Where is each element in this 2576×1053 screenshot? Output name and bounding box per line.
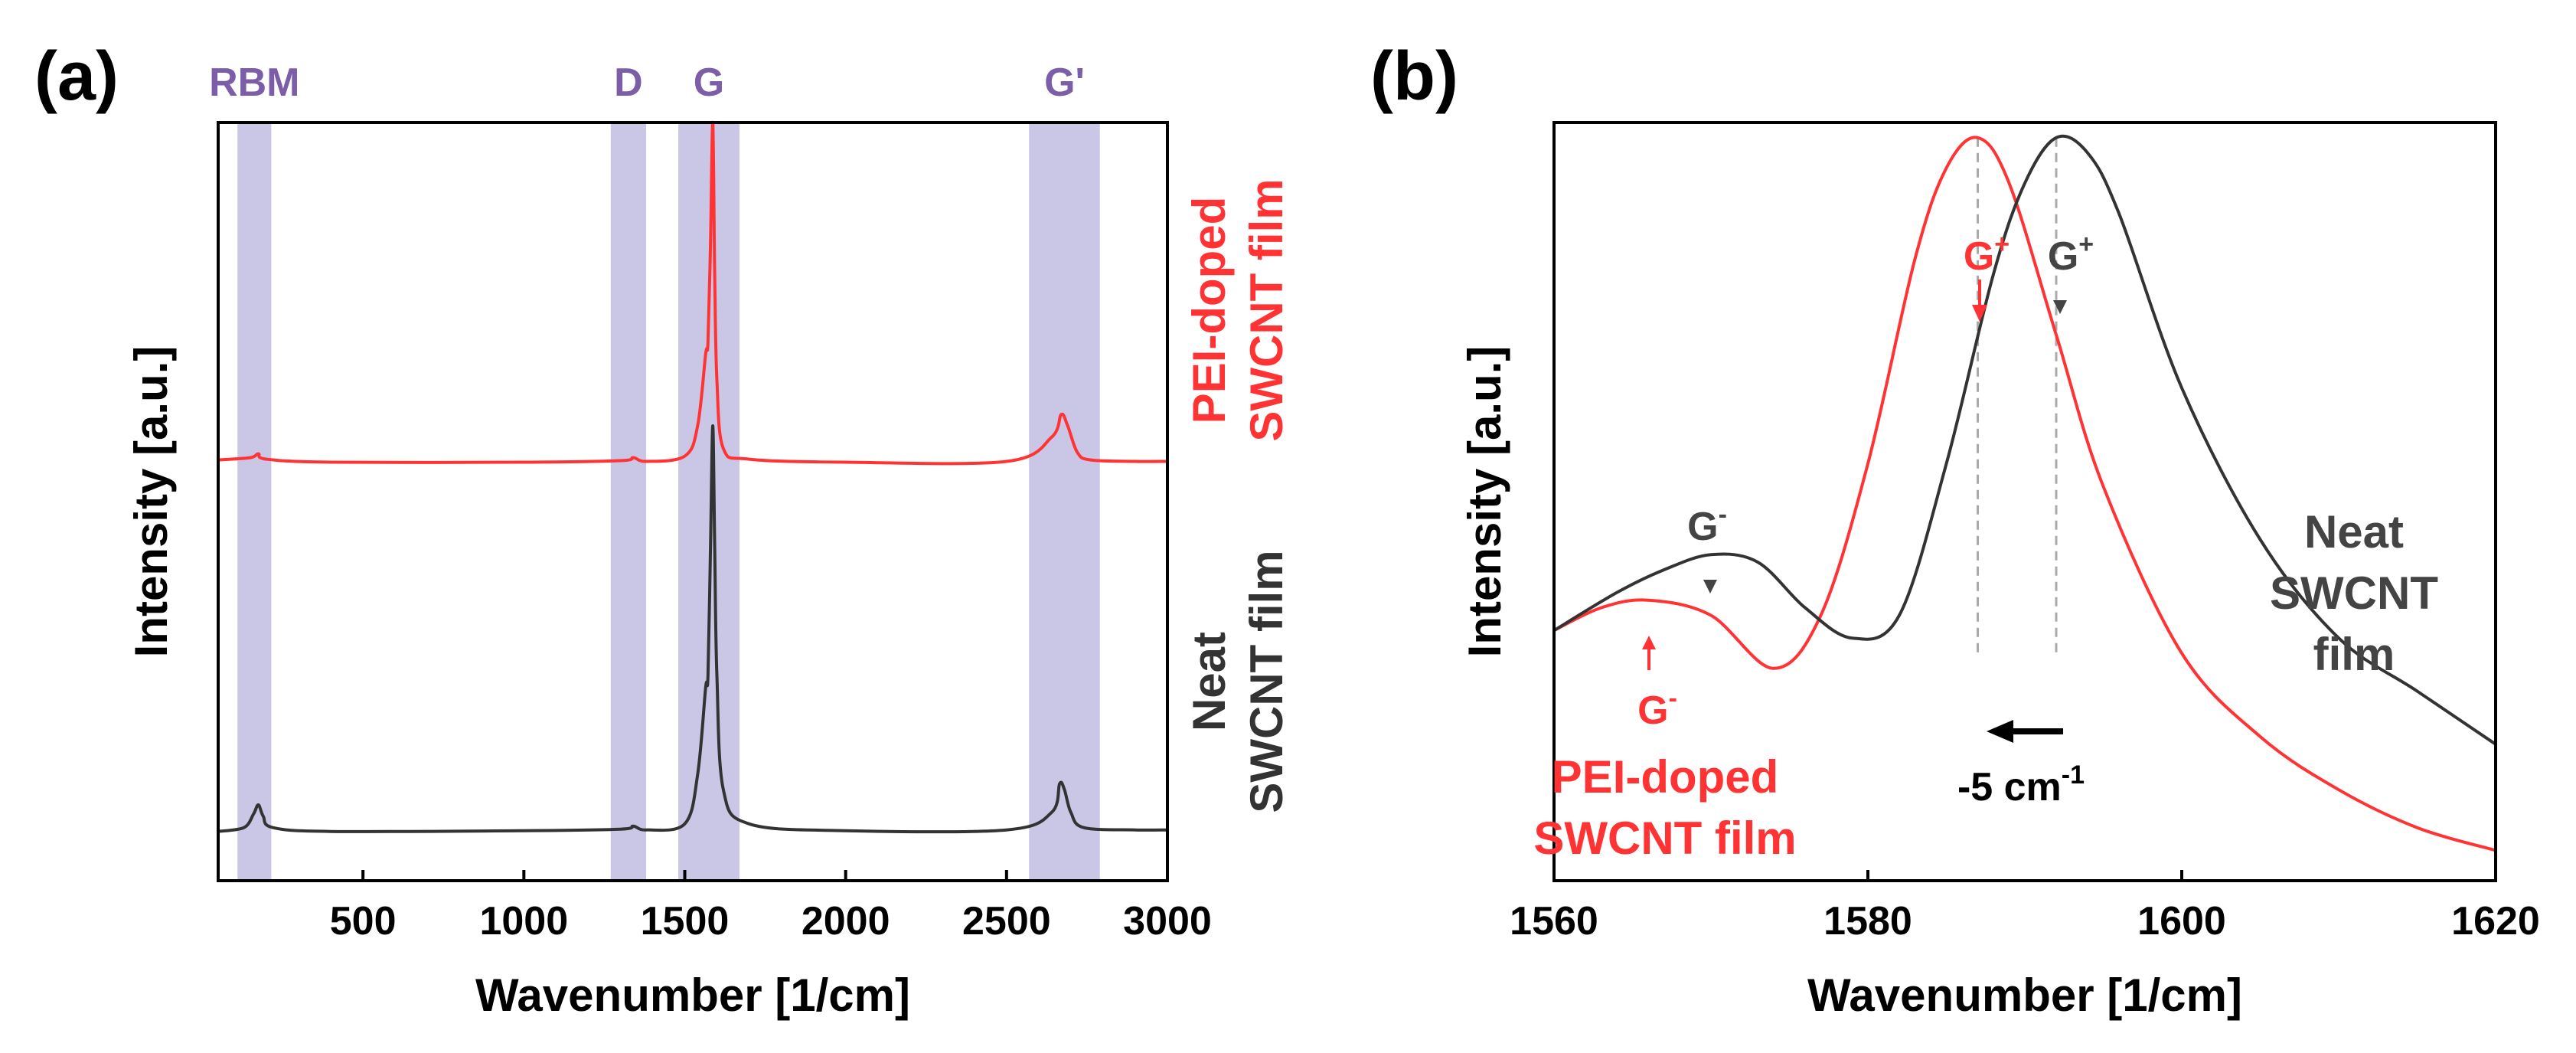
- g-minus-label-black: G-: [1687, 500, 1727, 549]
- g-minus-black-marker: [1703, 580, 1717, 594]
- panel-b-label: (b): [1370, 38, 1458, 115]
- g-plus-label-red: G+: [1964, 230, 2010, 279]
- g-plus-red-arrow-head: [1972, 305, 1987, 322]
- x-tick-label-b-1: 1580: [1823, 899, 1912, 943]
- series-label-red-a-line2: SWCNT film: [1241, 178, 1292, 441]
- panel-b: (b) 1560 1580 1600 1620 Wavenumber [1/cm] I…: [1370, 38, 2540, 1021]
- g-minus-red-sup: -: [1669, 684, 1677, 713]
- g-plus-label-black: G+: [2048, 230, 2094, 279]
- g-plus-red-base: G: [1964, 234, 1994, 279]
- shift-label-sup: -1: [2062, 760, 2085, 790]
- series-label-red-b-line2: SWCNT film: [1533, 813, 1796, 864]
- plot-frame-a: [217, 121, 1169, 882]
- bands-a: [237, 123, 1100, 881]
- g-minus-red-base: G: [1637, 688, 1668, 733]
- band-label-a-1: D: [614, 60, 643, 105]
- panel-a-label: (a): [34, 38, 119, 115]
- x-tick-label-b-0: 1560: [1510, 899, 1598, 943]
- series-label-black-a-line1: Neat: [1184, 632, 1235, 731]
- shift-arrow-head: [1987, 720, 2013, 743]
- g-plus-black-sup: +: [2078, 230, 2094, 259]
- x-tick-label-a-4: 2500: [962, 899, 1051, 943]
- x-tick-label-a-0: 500: [330, 899, 397, 943]
- band-labels-a: RBM D G G': [209, 60, 1085, 105]
- g-minus-label-red: G-: [1637, 684, 1677, 733]
- band-a-0: [237, 123, 272, 881]
- series-b: [1552, 134, 2497, 852]
- y-axis-label-b: Intensity [a.u.]: [1459, 346, 1510, 658]
- series-line-a-0: [217, 120, 1168, 466]
- guides-b: [1977, 137, 2058, 653]
- x-tick-label-a-1: 1000: [479, 899, 568, 943]
- plot-frame-b: [1552, 121, 2497, 882]
- x-axis-label-a: Wavenumber [1/cm]: [475, 970, 910, 1021]
- x-tick-label-a-2: 1500: [641, 899, 730, 943]
- band-label-a-3: G': [1044, 60, 1085, 105]
- g-plus-red-sup: +: [1994, 230, 2010, 259]
- shift-label: -5 cm-1: [1957, 760, 2085, 809]
- ticks-b: 1560 1580 1600 1620: [1510, 870, 2540, 943]
- panel-a: (a) RBM D G G' 500 1000 1500 2000 2500 3000 Wave…: [34, 38, 1292, 1021]
- g-plus-black-marker: [2053, 300, 2067, 314]
- series-label-black-b-line1: Neat: [2304, 506, 2404, 558]
- x-tick-label-a-5: 3000: [1123, 899, 1212, 943]
- y-axis-label-a: Intensity [a.u.]: [126, 346, 177, 658]
- band-a-2: [678, 123, 739, 881]
- series-label-black-a-line2: SWCNT film: [1241, 550, 1292, 813]
- series-label-red-b-line1: PEI-doped: [1552, 751, 1779, 803]
- g-minus-black-base: G: [1687, 505, 1718, 549]
- series-line-b-1: [1552, 134, 2497, 746]
- ticks-a: 500 1000 1500 2000 2500 3000: [330, 870, 1212, 943]
- band-label-a-2: G: [694, 60, 724, 105]
- series-label-red-a-line1: PEI-doped: [1184, 197, 1235, 424]
- series-label-black-b-line3: film: [2313, 629, 2395, 680]
- g-minus-black-sup: -: [1719, 500, 1727, 529]
- band-label-a-0: RBM: [209, 60, 299, 105]
- x-tick-label-b-2: 1600: [2137, 899, 2226, 943]
- series-label-black-b-line2: SWCNT: [2270, 567, 2438, 619]
- shift-label-base: -5 cm: [1957, 765, 2062, 809]
- band-a-1: [610, 123, 647, 881]
- x-tick-label-a-3: 2000: [802, 899, 890, 943]
- series-line-b-0: [1553, 136, 2496, 852]
- series-line-a-1: [217, 424, 1168, 834]
- band-a-3: [1029, 123, 1100, 881]
- g-minus-red-arrow-head: [1642, 636, 1656, 649]
- series-a: [217, 120, 1168, 834]
- x-tick-label-b-3: 1620: [2451, 899, 2540, 943]
- x-axis-label-b: Wavenumber [1/cm]: [1807, 970, 2242, 1021]
- g-plus-black-base: G: [2048, 234, 2078, 279]
